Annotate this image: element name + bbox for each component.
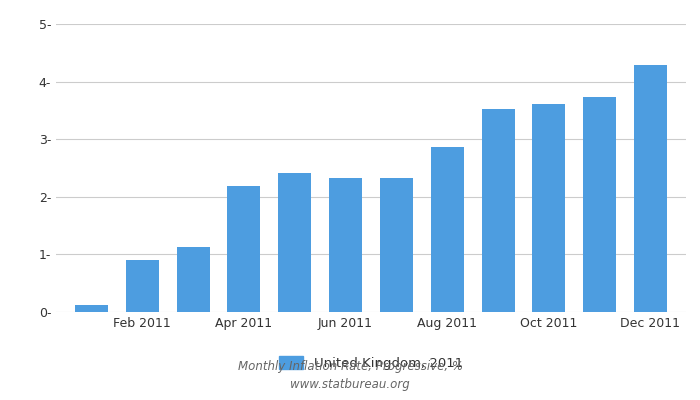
Bar <box>532 104 566 312</box>
Bar <box>482 109 514 312</box>
Bar <box>279 173 312 312</box>
Bar <box>228 186 260 312</box>
Text: Monthly Inflation Rate, Progressive, %: Monthly Inflation Rate, Progressive, % <box>237 360 463 373</box>
Legend: United Kingdom, 2011: United Kingdom, 2011 <box>279 356 463 370</box>
Bar <box>176 247 210 312</box>
Bar <box>380 178 413 312</box>
Bar <box>583 96 616 312</box>
Bar <box>430 147 463 312</box>
Text: www.statbureau.org: www.statbureau.org <box>290 378 410 391</box>
Bar <box>75 304 108 312</box>
Bar <box>329 178 362 312</box>
Bar <box>126 260 159 312</box>
Bar <box>634 65 667 312</box>
